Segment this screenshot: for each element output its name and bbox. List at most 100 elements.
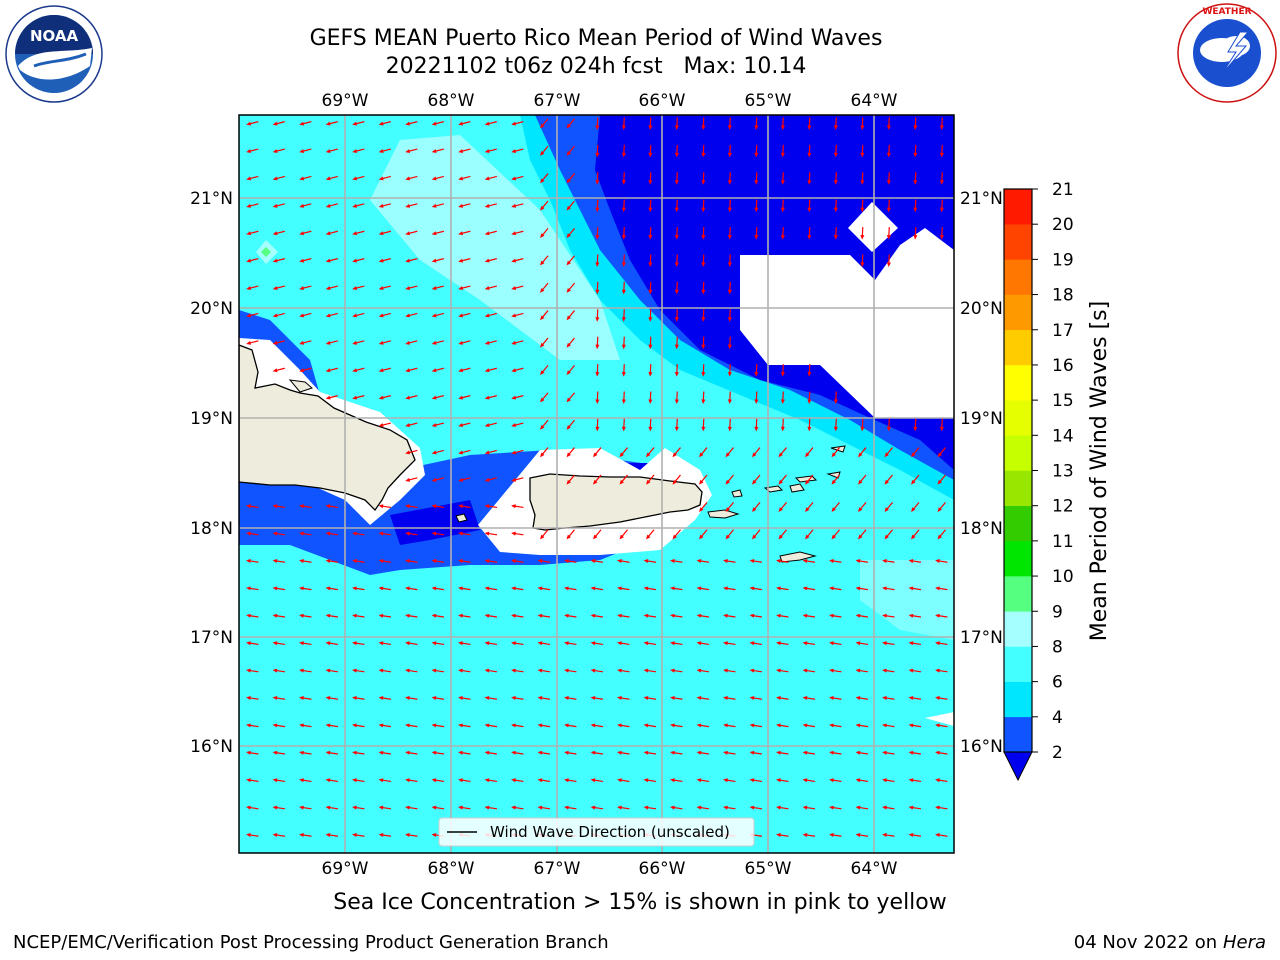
wind-wave-arrow xyxy=(540,282,549,293)
colorbar-segment xyxy=(1004,470,1032,506)
wind-wave-arrow xyxy=(908,586,922,591)
wind-wave-arrow xyxy=(617,586,630,591)
wind-wave-arrow xyxy=(566,200,575,211)
wind-wave-arrow xyxy=(246,833,259,838)
wind-wave-arrow xyxy=(537,778,551,783)
wind-wave-arrow xyxy=(246,668,259,673)
wind-wave-arrow xyxy=(405,723,418,728)
wind-wave-arrow xyxy=(727,364,732,377)
wind-wave-arrow xyxy=(540,529,549,540)
wind-wave-arrow xyxy=(537,586,551,591)
wind-wave-arrow xyxy=(670,668,683,673)
wind-wave-arrow xyxy=(405,285,418,290)
wind-wave-arrow xyxy=(619,474,628,485)
wind-wave-arrow xyxy=(564,586,577,591)
wind-wave-arrow xyxy=(511,285,524,290)
wind-wave-arrow xyxy=(593,474,602,485)
lat-label: 19°N xyxy=(190,409,233,429)
wind-wave-arrow xyxy=(674,117,679,130)
wind-wave-arrow xyxy=(833,227,838,240)
wind-wave-arrow xyxy=(749,778,763,783)
wind-wave-arrow xyxy=(378,559,392,564)
wind-wave-arrow xyxy=(405,148,418,153)
wind-wave-arrow xyxy=(727,117,732,130)
wind-wave-arrow xyxy=(272,203,285,208)
wind-wave-arrow xyxy=(378,833,392,838)
wind-wave-arrow xyxy=(484,696,498,701)
wind-wave-arrow xyxy=(723,668,736,673)
colorbar-tick-label: 15 xyxy=(1052,391,1074,411)
wind-wave-arrow xyxy=(617,613,630,618)
wind-wave-arrow xyxy=(805,529,814,540)
wind-wave-arrow xyxy=(458,449,471,455)
wind-wave-arrow xyxy=(352,696,365,701)
wind-wave-arrow xyxy=(617,641,630,646)
wind-wave-arrow xyxy=(749,696,763,701)
wind-wave-arrow xyxy=(511,778,524,783)
wind-wave-arrow xyxy=(405,477,418,482)
wind-wave-arrow xyxy=(621,172,626,185)
wind-wave-arrow xyxy=(908,668,922,673)
wind-wave-arrow xyxy=(648,254,653,267)
wind-wave-arrow xyxy=(860,418,865,432)
wind-wave-arrow xyxy=(643,586,657,591)
wind-wave-arrow xyxy=(590,696,604,701)
wind-wave-arrow xyxy=(564,805,577,810)
wind-wave-arrow xyxy=(619,529,628,540)
wind-wave-arrow xyxy=(749,805,763,810)
wind-wave-arrow xyxy=(749,559,763,564)
wind-wave-arrow xyxy=(913,199,918,213)
samana-peninsula xyxy=(288,379,313,393)
hispaniola-land xyxy=(239,344,416,512)
wind-wave-arrow xyxy=(564,778,577,783)
wind-wave-arrow xyxy=(299,285,312,290)
wind-wave-arrow xyxy=(511,395,524,400)
wind-wave-arrow xyxy=(911,474,920,485)
wind-wave-arrow xyxy=(621,281,626,295)
wind-wave-arrow xyxy=(272,833,286,838)
wind-wave-arrow xyxy=(780,144,785,158)
wind-wave-arrow xyxy=(484,805,498,810)
lon-label: 66°W xyxy=(639,859,686,879)
wind-wave-arrow xyxy=(246,230,259,236)
wind-wave-arrow xyxy=(648,117,653,130)
lat-label: 21°N xyxy=(960,189,1003,209)
wind-wave-arrow xyxy=(858,529,867,540)
wind-wave-arrow xyxy=(484,203,497,208)
wind-wave-arrow xyxy=(646,529,655,540)
wind-wave-arrow xyxy=(807,391,812,404)
colorbar-tick-label: 18 xyxy=(1052,286,1074,306)
wind-wave-arrow xyxy=(511,504,524,509)
wind-wave-arrow xyxy=(405,449,418,455)
culebra-island xyxy=(731,489,743,498)
wind-wave-arrow xyxy=(405,312,418,318)
wind-wave-arrow xyxy=(431,586,445,591)
wind-wave-arrow xyxy=(405,422,418,427)
colorbar-tick-label: 2 xyxy=(1052,743,1063,763)
wind-wave-arrow xyxy=(829,613,842,618)
colorbar-segment xyxy=(1004,400,1032,436)
wind-wave-arrow xyxy=(911,501,920,512)
wind-wave-arrow xyxy=(643,559,657,564)
wind-wave-arrow xyxy=(802,641,816,646)
wind-wave-arrow xyxy=(431,559,445,564)
wind-wave-arrow xyxy=(643,641,657,646)
wind-wave-arrow xyxy=(431,422,444,427)
wind-wave-arrow xyxy=(352,668,365,673)
green-spot xyxy=(261,247,271,257)
wind-wave-arrow xyxy=(701,254,706,267)
wind-wave-arrow xyxy=(299,723,312,728)
wind-wave-arrow xyxy=(325,285,338,290)
wind-wave-arrow xyxy=(484,668,498,673)
wind-wave-arrow xyxy=(458,504,471,509)
wind-wave-arrow xyxy=(935,668,948,673)
wind-wave-arrow xyxy=(935,833,948,838)
wind-wave-arrow xyxy=(802,723,816,728)
wind-wave-arrow xyxy=(780,364,785,377)
wind-wave-arrow xyxy=(352,148,365,153)
wind-wave-arrow xyxy=(723,778,736,783)
wind-wave-arrow xyxy=(352,121,365,126)
wind-wave-arrow xyxy=(648,199,653,213)
colorbar-segment xyxy=(1004,540,1032,577)
wind-wave-arrow xyxy=(272,148,285,153)
